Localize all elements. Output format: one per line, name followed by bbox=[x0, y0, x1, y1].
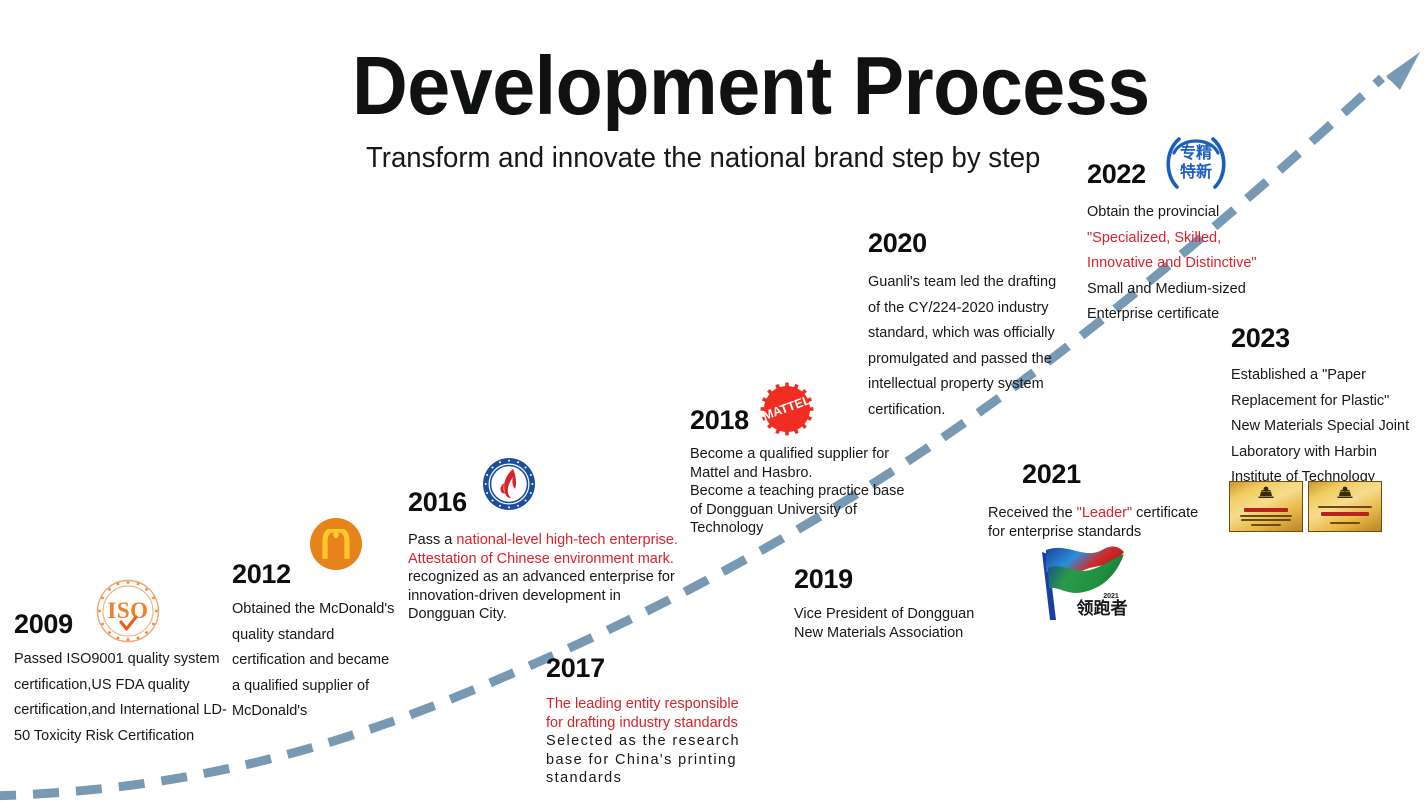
milestone-2019[interactable]: 2019 Vice President of Dongguan New Mate… bbox=[794, 563, 994, 642]
page-subtitle: Transform and innovate the national bran… bbox=[366, 142, 1041, 174]
milestone-line: Small and Medium-sized bbox=[1087, 280, 1246, 297]
milestone-body-2012: Obtained the McDonald's quality standard… bbox=[232, 597, 412, 725]
svg-text:领跑者: 领跑者 bbox=[1077, 598, 1128, 619]
milestone-line: Mattel and Hasbro. bbox=[690, 464, 813, 481]
certificate-plaque bbox=[1229, 481, 1303, 532]
milestone-line-tail: national-level high-tech enterprise. bbox=[456, 532, 679, 548]
milestone-2021[interactable]: 2021 Received the "Leader" certificate f… bbox=[988, 458, 1252, 541]
milestone-body-2023: Established a "Paper Replacement for Pla… bbox=[1231, 363, 1421, 491]
milestone-year-2016: 2016 bbox=[408, 487, 467, 517]
milestone-line: certification. bbox=[868, 401, 946, 418]
milestone-line: 50 Toxicity Risk Certification bbox=[14, 727, 195, 744]
milestone-line-tail: "Leader" bbox=[1076, 505, 1133, 521]
milestone-line: intellectual property system bbox=[868, 376, 1044, 392]
milestone-line-head: Pass a bbox=[408, 532, 457, 548]
milestone-body-2017: The leading entity responsible for draft… bbox=[546, 695, 761, 788]
milestone-line: Obtain the provincial bbox=[1087, 204, 1220, 220]
milestone-line: innovation-driven development in bbox=[408, 587, 621, 604]
milestone-2020[interactable]: 2020 Guanli's team led the drafting of t… bbox=[868, 227, 1073, 423]
milestone-line: McDonald's bbox=[232, 703, 308, 719]
certificate-plaque bbox=[1308, 481, 1382, 532]
milestone-line: standards bbox=[546, 770, 623, 786]
milestone-line: standard, which was officially bbox=[868, 325, 1055, 341]
milestone-line: Laboratory with Harbin bbox=[1231, 443, 1377, 460]
milestone-line-tail2: certificate bbox=[1132, 505, 1199, 521]
milestone-year-2021: 2021 bbox=[1022, 459, 1081, 489]
milestone-line: Obtained the McDonald's bbox=[232, 601, 395, 617]
milestone-line: base for China's printing bbox=[546, 751, 737, 768]
specialized-new-badge-icon: 专精 特新 bbox=[1163, 131, 1229, 198]
iso-9001-seal-icon: ISO bbox=[95, 578, 161, 649]
milestone-line: Pass a national-level high-tech enterpri… bbox=[408, 531, 708, 550]
milestone-line: recognized as an advanced enterprise for bbox=[408, 569, 675, 585]
milestone-line: Technology bbox=[690, 520, 764, 536]
milestone-line: Passed ISO9001 quality system bbox=[14, 651, 220, 667]
milestone-2017[interactable]: 2017 The leading entity responsible for … bbox=[546, 652, 761, 788]
badge-line-2: 特新 bbox=[1180, 162, 1212, 181]
joint-laboratory-plaques-icon bbox=[1229, 481, 1382, 532]
milestone-line: Attestation of Chinese environment mark. bbox=[408, 550, 674, 567]
milestone-2012[interactable]: 2012 Obtained the McDonald's quality sta… bbox=[232, 558, 412, 725]
milestone-line: Established a "Paper bbox=[1231, 367, 1366, 383]
milestone-line: New Materials Special Joint bbox=[1231, 418, 1410, 434]
milestone-line-head: Received the bbox=[988, 505, 1077, 521]
milestone-line: Guanli's team led the drafting bbox=[868, 274, 1057, 290]
milestone-line: certification,and International LD- bbox=[14, 702, 227, 718]
milestone-2016[interactable]: 2016 Pass a national-level high-tech ent… bbox=[408, 486, 708, 624]
milestone-body-2021: Received the "Leader" certificate for en… bbox=[988, 504, 1252, 541]
milestone-body-2016: Pass a national-level high-tech enterpri… bbox=[408, 531, 708, 624]
milestone-body-2018: Become a qualified supplier for Mattel a… bbox=[690, 445, 915, 538]
milestone-line: a qualified supplier of bbox=[232, 677, 370, 694]
milestone-line: Become a teaching practice base bbox=[690, 483, 905, 499]
high-tech-enterprise-badge-icon bbox=[482, 457, 536, 516]
page-title: Development Process bbox=[352, 39, 1150, 132]
mcdonalds-logo-icon bbox=[310, 518, 362, 570]
svg-text:ISO: ISO bbox=[107, 598, 148, 623]
leader-flag-logo-icon: 2021 领跑者 bbox=[1032, 538, 1142, 628]
milestone-year-2023: 2023 bbox=[1231, 323, 1290, 353]
milestone-year-2020: 2020 bbox=[868, 228, 927, 258]
milestone-body-2020: Guanli's team led the drafting of the CY… bbox=[868, 270, 1073, 423]
milestone-line: quality standard bbox=[232, 626, 335, 643]
milestone-year-2017: 2017 bbox=[546, 653, 605, 683]
milestone-body-2019: Vice President of Dongguan New Materials… bbox=[794, 605, 994, 642]
milestone-line: The leading entity responsible bbox=[546, 696, 739, 712]
milestone-line: Become a qualified supplier for bbox=[690, 446, 890, 462]
milestone-line: Selected as the research bbox=[546, 733, 740, 749]
milestone-line: certification,US FDA quality bbox=[14, 676, 190, 693]
milestone-line: certification and became bbox=[232, 652, 390, 668]
milestone-line: for drafting industry standards bbox=[546, 714, 738, 731]
milestone-line: New Materials Association bbox=[794, 624, 964, 641]
milestone-line: of the CY/224-2020 industry bbox=[868, 299, 1049, 316]
milestone-line: promulgated and passed the bbox=[868, 350, 1052, 367]
milestone-line: Vice President of Dongguan bbox=[794, 606, 975, 622]
milestone-body-2022: Obtain the provincial "Specialized, Skil… bbox=[1087, 200, 1287, 328]
milestone-line: "Specialized, Skilled, bbox=[1087, 229, 1222, 246]
milestone-body-2009: Passed ISO9001 quality system certificat… bbox=[14, 647, 254, 749]
mattel-logo-icon: MATTEL bbox=[760, 382, 814, 441]
milestone-2023[interactable]: 2023 Established a "Paper Replacement fo… bbox=[1231, 322, 1421, 491]
milestone-line: Replacement for Plastic" bbox=[1231, 392, 1390, 409]
badge-line-1: 专精 bbox=[1180, 143, 1212, 162]
milestone-year-2019: 2019 bbox=[794, 564, 853, 594]
milestone-line: of Dongguan University of bbox=[690, 501, 857, 518]
milestone-line: Received the "Leader" certificate bbox=[988, 504, 1252, 523]
milestone-line: Innovative and Distinctive" bbox=[1087, 255, 1257, 271]
milestone-line: Dongguan City. bbox=[408, 606, 507, 622]
